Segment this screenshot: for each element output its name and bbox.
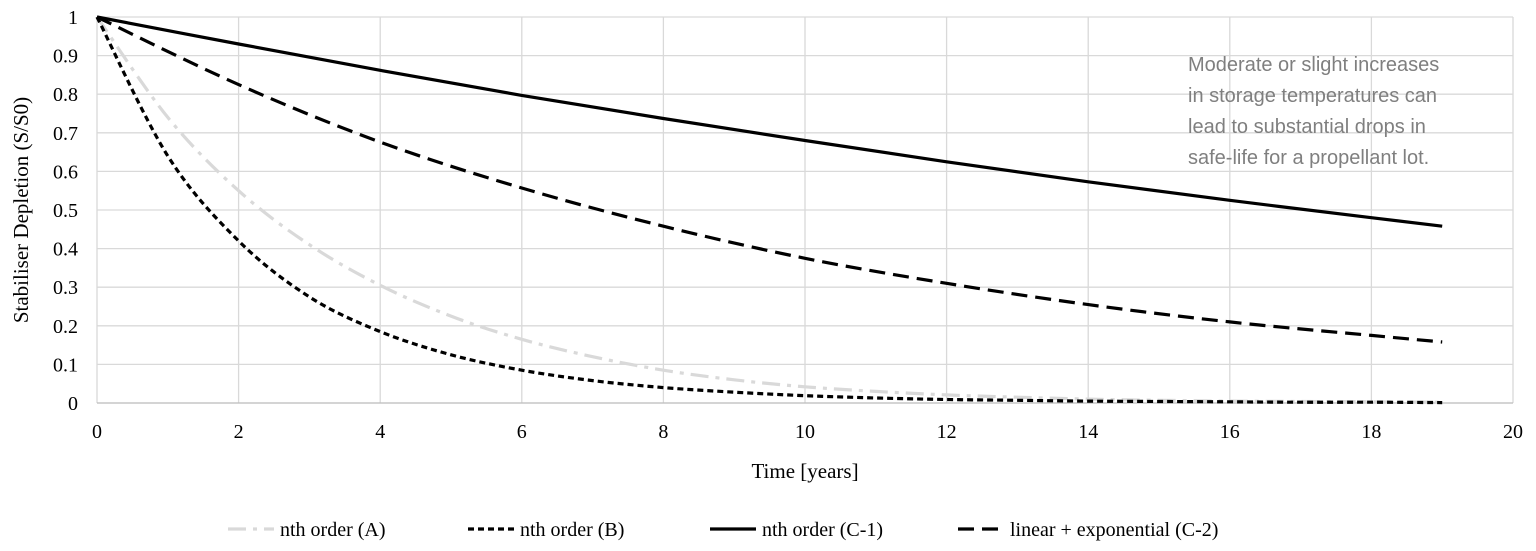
y-tick-label: 0.3 [53,277,78,299]
x-tick-label: 16 [1220,421,1240,443]
y-tick-label: 0.6 [53,161,78,183]
y-tick-label: 0.1 [53,354,78,376]
x-tick-label: 8 [658,421,668,443]
x-tick-label: 2 [234,421,244,443]
annotation-line: Moderate or slight increases [1188,54,1439,76]
x-tick-label: 18 [1361,421,1381,443]
y-tick-label: 0.8 [53,84,78,106]
x-axis-title: Time [years] [751,459,858,483]
series-lines [95,15,1443,405]
series-line-2 [95,16,1443,405]
x-tick-label: 0 [92,421,102,443]
series-line-3 [96,15,1443,228]
x-tick-label: 4 [375,421,385,443]
legend-label: nth order (B) [520,519,624,541]
y-tick-label: 0.4 [53,239,78,261]
legend-label: nth order (A) [280,519,386,541]
gridlines [96,16,1514,404]
y-axis-title: Stabiliser Depletion (S/S0) [9,97,33,323]
x-tick-label: 14 [1078,421,1098,443]
y-tick-label: 0.5 [53,200,78,222]
x-tick-label: 20 [1503,421,1523,443]
legend: nth order (A) nth order (B) nth order (C-1… [228,519,1218,541]
y-tick-label: 1 [68,7,78,29]
series-line-4 [96,15,1443,344]
y-tick-label: 0.2 [53,316,78,338]
series-line-1 [95,16,1443,404]
legend-label: linear + exponential (C-2) [1010,519,1218,541]
annotation-line: in storage temperatures can [1188,85,1437,107]
legend-label: nth order (C-1) [762,519,883,541]
x-tick-label: 6 [517,421,527,443]
y-tick-label: 0.7 [53,123,78,145]
annotation: Moderate or slight increases in storage … [1188,54,1439,169]
annotation-line: safe-life for a propellant lot. [1188,147,1429,169]
annotation-line: lead to substantial drops in [1188,116,1426,138]
tick-labels: 00.10.20.30.40.50.60.70.80.910 2 4 6 8 10 12 14… [53,7,1523,443]
x-tick-label: 12 [937,421,957,443]
y-tick-label: 0 [68,393,78,415]
x-tick-label: 10 [795,421,815,443]
y-tick-label: 0.9 [53,46,78,68]
